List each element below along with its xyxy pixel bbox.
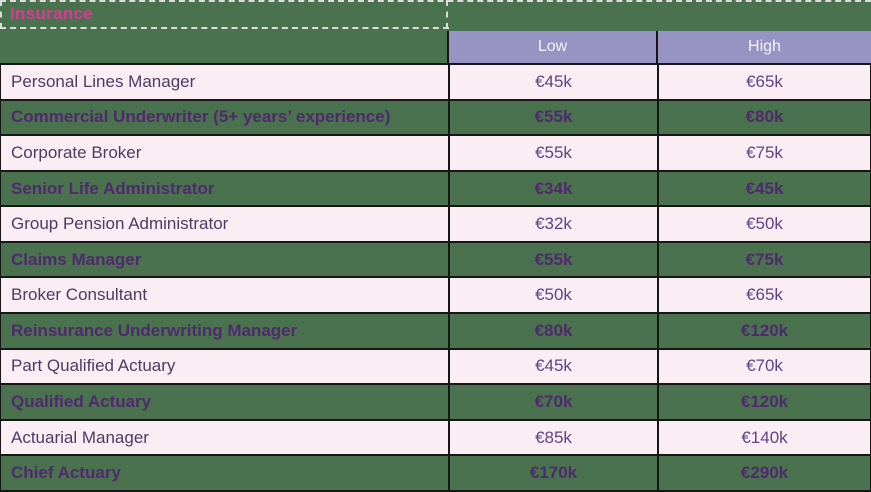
high-value-cell[interactable]: €65k [657,278,870,315]
role-cell[interactable]: Commercial Underwriter (5+ years’ experi… [1,100,448,137]
high-value-cell[interactable]: €70k [657,349,870,386]
high-value-cell[interactable]: €45k [657,171,870,208]
role-cell[interactable]: Senior Life Administrator [1,171,448,208]
role-cell[interactable]: Part Qualified Actuary [1,349,448,386]
low-value-cell[interactable]: €34k [448,171,657,208]
selection-dash-right [446,0,448,29]
role-cell[interactable]: Broker Consultant [1,278,448,315]
role-cell[interactable]: Group Pension Administrator [1,207,448,243]
selection-dash-left [0,0,2,29]
high-value-cell[interactable]: €75k [657,136,870,172]
high-value-cell[interactable]: €120k [657,385,870,421]
role-cell[interactable]: Claims Manager [1,242,448,279]
role-cell[interactable]: Personal Lines Manager [1,65,448,101]
low-value-cell[interactable]: €45k [448,65,657,101]
low-value-cell[interactable]: €55k [448,242,657,279]
low-value-cell[interactable]: €55k [448,100,657,137]
low-value-cell[interactable]: €50k [448,278,657,315]
table-title[interactable]: Insurance [10,4,94,23]
high-value-cell[interactable]: €290k [657,456,870,492]
low-value-cell[interactable]: €55k [448,136,657,172]
selection-dash-top [0,0,871,2]
role-cell[interactable]: Corporate Broker [1,136,448,172]
table-body: Personal Lines Manager €45k €65k Commerc… [0,63,871,492]
high-value-cell[interactable]: €75k [657,242,870,279]
role-cell[interactable]: Qualified Actuary [1,385,448,421]
high-value-cell[interactable]: €120k [657,314,870,350]
high-value-cell[interactable]: €65k [657,65,870,101]
high-value-cell[interactable]: €80k [657,100,870,137]
high-value-cell[interactable]: €50k [657,207,870,243]
high-value-cell[interactable]: €140k [657,420,870,457]
role-cell[interactable]: Reinsurance Underwriting Manager [1,314,448,350]
low-value-cell[interactable]: €70k [448,385,657,421]
low-value-cell[interactable]: €170k [448,456,657,492]
role-cell[interactable]: Actuarial Manager [1,420,448,457]
role-cell[interactable]: Chief Actuary [1,456,448,492]
selection-dash-bottom [0,27,449,29]
low-value-cell[interactable]: €85k [448,420,657,457]
low-value-cell[interactable]: €45k [448,349,657,386]
column-header-high[interactable]: High [656,31,871,63]
low-value-cell[interactable]: €80k [448,314,657,350]
low-value-cell[interactable]: €32k [448,207,657,243]
table-top-band: Insurance Low High [0,0,871,63]
column-header-low[interactable]: Low [447,31,656,63]
